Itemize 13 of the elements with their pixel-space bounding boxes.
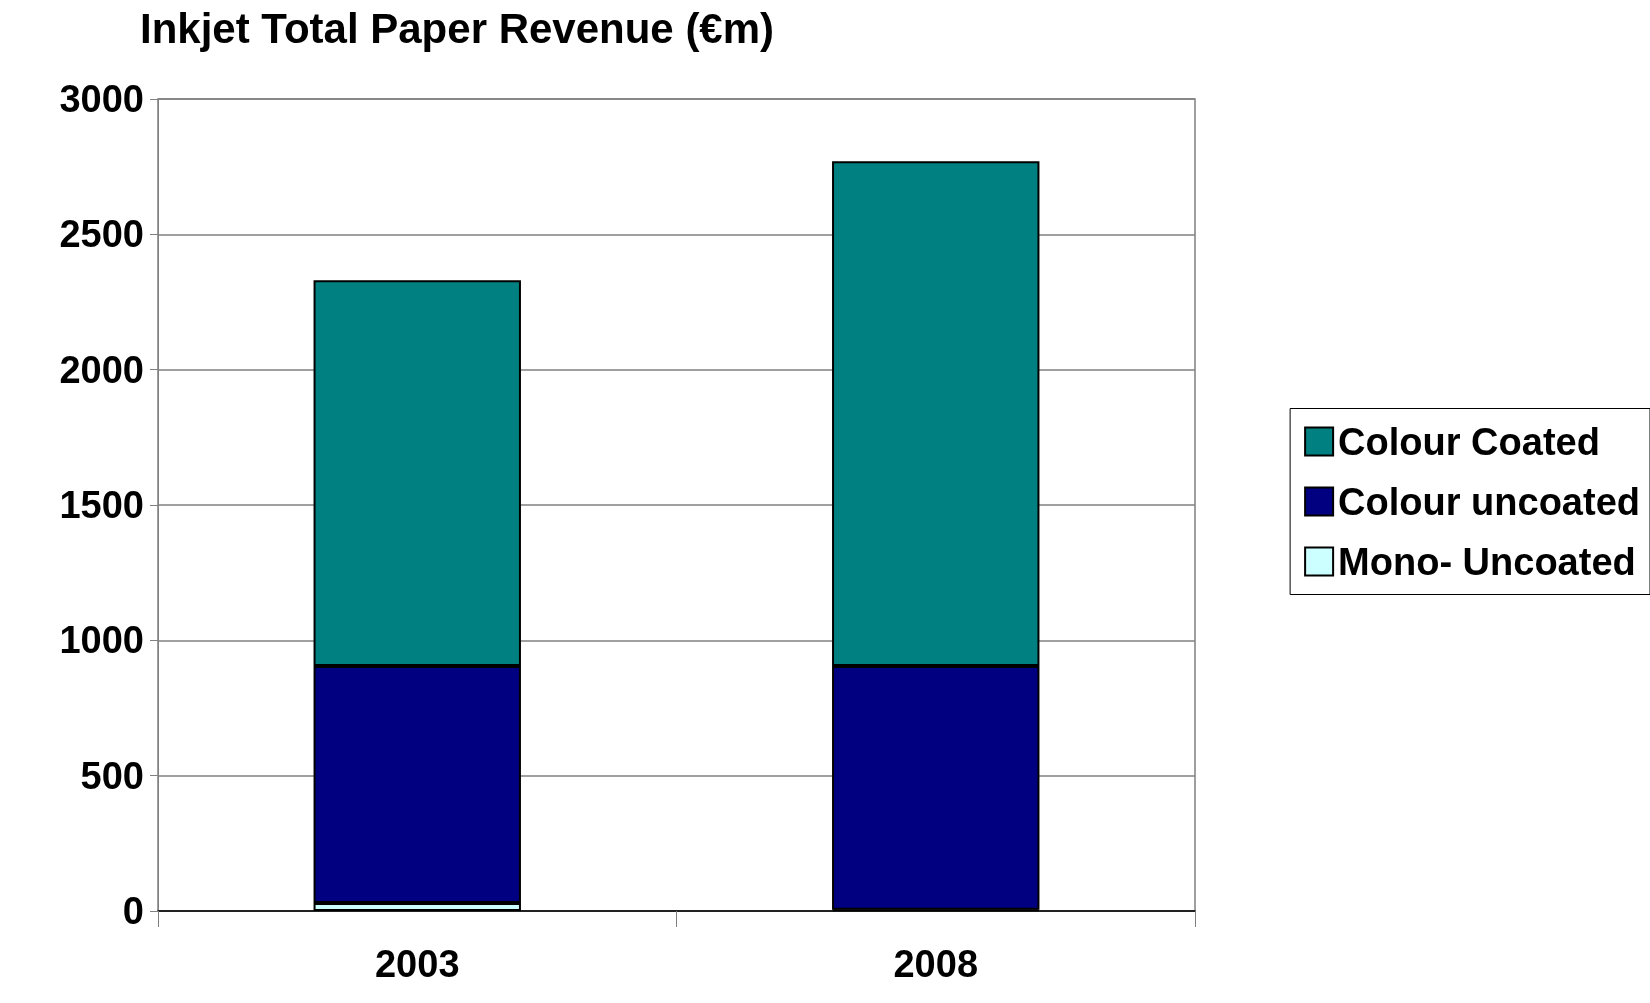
x-tick-label: 2003: [374, 943, 460, 985]
y-tick-label: 1000: [59, 619, 144, 662]
x-tick-label: 2008: [893, 943, 979, 985]
chart-title: Inkjet Total Paper Revenue (€m): [140, 4, 775, 52]
y-tick-label: 3000: [59, 78, 144, 120]
y-tick-label: 500: [80, 754, 144, 797]
legend-label: Mono- Uncoated: [1338, 540, 1636, 583]
y-tick-label: 2000: [59, 348, 144, 391]
y-tick-label: 1500: [59, 484, 144, 526]
y-tick-label: 0: [122, 890, 144, 932]
y-tick-label: 2500: [59, 213, 144, 256]
legend-label: Colour uncoated: [1338, 480, 1641, 523]
legend-label: Colour Coated: [1338, 420, 1600, 463]
